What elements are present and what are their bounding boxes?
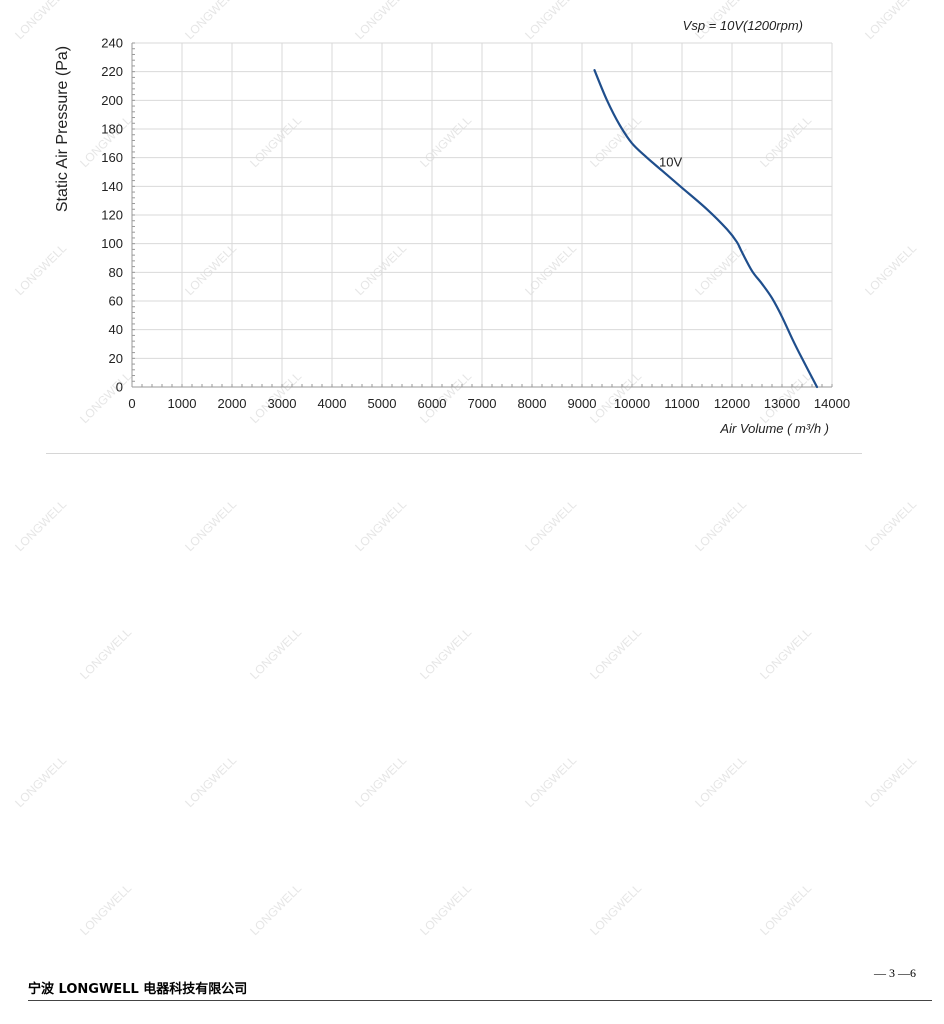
x-tick-label: 4000 <box>318 396 347 411</box>
x-tick-label: 3000 <box>268 396 297 411</box>
y-tick-label: 80 <box>109 265 123 280</box>
watermark-text: LONGWELL <box>587 881 644 938</box>
x-tick-label: 9000 <box>568 396 597 411</box>
y-tick-label: 240 <box>101 36 123 51</box>
watermark-text: LONGWELL <box>757 881 814 938</box>
y-tick-label: 120 <box>101 208 123 223</box>
series-layer: 10V <box>593 69 819 389</box>
page-number: — 3 —6 <box>874 966 916 980</box>
x-tick-label: 13000 <box>764 396 800 411</box>
chart-grid <box>132 42 833 387</box>
watermark-text: LONGWELL <box>417 625 474 682</box>
watermark-text: LONGWELL <box>692 497 749 554</box>
chart-bottom-divider <box>46 453 862 454</box>
y-tick-labels: 0 20 40 60 80 100 120 140 160 180 200 220 240 <box>101 36 123 395</box>
watermark-text: LONGWELL <box>417 881 474 938</box>
watermark-text: LONGWELL <box>522 497 579 554</box>
x-tick-label: 12000 <box>714 396 750 411</box>
x-tick-label: 2000 <box>218 396 247 411</box>
watermark-text: LONGWELL <box>352 497 409 554</box>
watermark-text: LONGWELL <box>352 753 409 810</box>
y-tick-label: 180 <box>101 122 123 137</box>
x-tick-label: 11000 <box>664 396 699 411</box>
x-tick-label: 8000 <box>518 396 547 411</box>
watermark-text: LONGWELL <box>862 753 919 810</box>
y-axis-label: Static Air Pressure (Pa) <box>54 46 71 212</box>
y-tick-label: 100 <box>101 236 123 251</box>
watermark-text: LONGWELL <box>77 625 134 682</box>
watermark-text: LONGWELL <box>247 881 304 938</box>
y-tick-label: 20 <box>109 351 123 366</box>
y-tick-label: 40 <box>109 322 123 337</box>
y-tick-label: 160 <box>101 150 123 165</box>
watermark-text: LONGWELL <box>247 625 304 682</box>
x-tick-label: 1000 <box>168 396 197 411</box>
watermark-text: LONGWELL <box>862 497 919 554</box>
footer-company-name: 宁波 LONGWELL 电器科技有限公司 <box>28 982 248 997</box>
y-tick-label: 220 <box>101 64 123 79</box>
x-tick-label: 10000 <box>614 396 650 411</box>
watermark-text: LONGWELL <box>587 625 644 682</box>
fan-performance-chart: 0 1000 2000 3000 4000 5000 6000 7000 8000 9000 100… <box>54 18 850 436</box>
watermark-text: LONGWELL <box>692 753 749 810</box>
watermark-text: LONGWELL <box>12 497 69 554</box>
x-axis-label: Air Volume ( m³/h ) <box>719 421 829 436</box>
x-tick-label: 6000 <box>418 396 447 411</box>
series-label: 10V <box>659 154 682 169</box>
watermark-text: LONGWELL <box>757 625 814 682</box>
x-tick-labels: 0 1000 2000 3000 4000 5000 6000 7000 8000 9000 100… <box>128 396 850 411</box>
chart-axes <box>131 42 833 388</box>
watermark-text: LONGWELL <box>522 753 579 810</box>
watermark-text: LONGWELL <box>77 881 134 938</box>
watermark-text: LONGWELL <box>12 753 69 810</box>
footer-divider <box>28 1000 932 1001</box>
watermark-text: LONGWELL <box>182 497 239 554</box>
x-tick-label: 7000 <box>468 396 497 411</box>
x-tick-label: 14000 <box>814 396 850 411</box>
series-line-10v <box>593 69 819 389</box>
y-tick-label: 60 <box>109 294 123 309</box>
y-tick-label: 200 <box>101 93 123 108</box>
chart-annotation: Vsp = 10V(1200rpm) <box>683 18 803 33</box>
y-tick-label: 140 <box>101 179 123 194</box>
y-tick-label: 0 <box>116 380 123 395</box>
watermark-text: LONGWELL <box>182 753 239 810</box>
x-tick-label: 5000 <box>368 396 397 411</box>
x-tick-label: 0 <box>128 396 135 411</box>
